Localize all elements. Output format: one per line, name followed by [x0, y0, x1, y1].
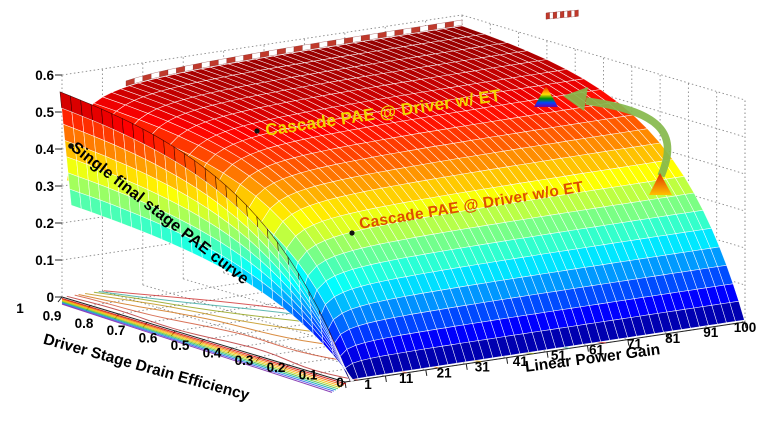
tick-labels: 0 0.1 0.2 0.3 0.4 0.5 0.6 1 0.9 0.8 0.7 0.6 0.5 0.4 0.…: [16, 68, 756, 392]
orange-triangle-icon: [649, 173, 672, 195]
x-tick-label: 100: [734, 320, 757, 335]
arrow-head-icon: [563, 87, 588, 111]
x-tick-label: 11: [399, 371, 414, 386]
single-stage-ribbon: [59, 91, 355, 382]
y-tick-label: 0.3: [235, 353, 254, 368]
improvement-arrow: [585, 97, 672, 178]
y-tick-label: 0.1: [299, 368, 318, 383]
z-tick-label: 0.6: [35, 68, 54, 83]
x-tick-label: 81: [665, 331, 681, 346]
x-tick-label: 91: [703, 325, 719, 340]
x-tick-label: 41: [513, 354, 529, 369]
overlay-markers: [68, 86, 672, 236]
y-tick-label: 1: [16, 301, 24, 316]
y-tick-label: 0.4: [203, 345, 222, 360]
y-tick-label: 0.9: [43, 308, 62, 323]
marker-dot: [349, 230, 355, 236]
z-tick-label: 0.4: [35, 142, 54, 157]
marker-dot: [254, 128, 260, 134]
z-tick-label: 0.5: [35, 105, 54, 120]
y-tick-label: 0.5: [171, 338, 190, 353]
y-tick-label: 0.7: [107, 323, 126, 338]
rainbow-triangle-icon: [534, 86, 558, 107]
x-tick-label: 1: [364, 377, 372, 392]
back-ridge-checker: [125, 9, 579, 87]
marker-dot: [68, 143, 74, 149]
z-tick-label: 0.1: [35, 253, 54, 268]
y-tick-label: 0.6: [139, 331, 158, 346]
y-tick-label: 0.8: [75, 316, 94, 331]
x-tick-label: 71: [627, 337, 643, 352]
y-tick-label: 0.2: [267, 360, 286, 375]
z-tick-label: 0.3: [35, 179, 54, 194]
x-tick-label: 31: [475, 360, 491, 375]
x-tick-label: 51: [551, 348, 567, 363]
z-tick-label: 0: [46, 290, 54, 305]
x-tick-label: 61: [589, 342, 605, 357]
z-tick-label: 0.2: [35, 216, 54, 231]
y-tick-label: 0: [336, 375, 344, 390]
x-tick-label: 21: [437, 365, 453, 380]
